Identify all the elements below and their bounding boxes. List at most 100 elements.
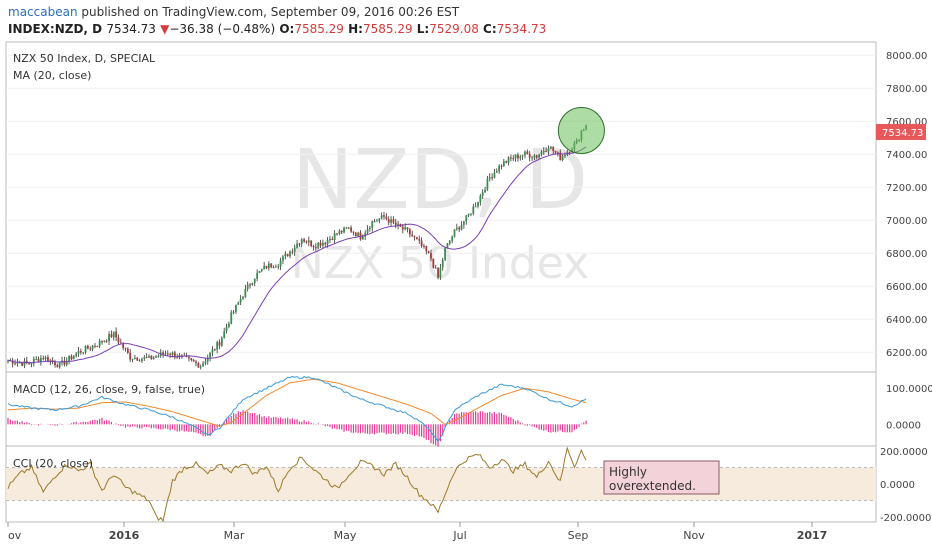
candle-body: [108, 334, 110, 342]
price-tick-label: 6400.00: [886, 315, 927, 326]
candle-body: [143, 357, 146, 359]
candle-body: [230, 312, 233, 324]
candle-body: [169, 353, 172, 355]
candle-body: [119, 342, 122, 344]
candle-body: [244, 288, 247, 297]
price-pane-title: NZX 50 Index, D, SPECIAL: [13, 52, 156, 65]
candle-body: [91, 345, 94, 349]
candle-body: [75, 353, 78, 357]
candle-body: [406, 227, 409, 230]
candle-body: [190, 358, 193, 360]
candle-body: [110, 334, 113, 338]
candle-body: [173, 352, 176, 358]
candle-body: [427, 251, 430, 254]
candle-body: [549, 146, 552, 149]
candle-body: [202, 363, 204, 367]
candle-body: [502, 161, 505, 166]
chart-area[interactable]: NZD, D NZX 50 Index 8000.00 7800.00 7600.0…: [0, 40, 932, 550]
candle-body: [361, 236, 364, 240]
candle-body: [357, 232, 360, 237]
annotation-box[interactable]: [603, 460, 720, 495]
candle-body: [385, 216, 388, 220]
candle-body: [484, 189, 486, 193]
candle-body: [446, 243, 449, 249]
signal-line: [7, 378, 587, 427]
candle-body: [538, 154, 540, 158]
candle-body: [192, 359, 195, 362]
candle-body: [213, 349, 216, 351]
candle-body: [103, 340, 106, 343]
candle-body: [188, 356, 190, 359]
candle-body: [531, 157, 533, 159]
candle-body: [347, 227, 350, 229]
candle-body: [314, 247, 317, 249]
candle-body: [87, 345, 89, 349]
down-arrow-icon: ▼: [160, 22, 170, 36]
candle-body: [500, 165, 503, 167]
candle-body: [267, 263, 270, 269]
candle-body: [72, 356, 75, 360]
candle-body: [77, 351, 80, 354]
open-label: O:: [279, 22, 295, 36]
candle-body: [223, 331, 226, 338]
candle-body: [155, 356, 157, 358]
candle-body: [413, 236, 416, 238]
candle-body: [260, 269, 263, 272]
price-tick-label: 6200.00: [886, 348, 927, 359]
candle-body: [390, 219, 392, 223]
last-price-tag-text: 7534.73: [882, 128, 923, 139]
candle-body: [493, 172, 496, 178]
candle-body: [458, 227, 461, 230]
author-link[interactable]: maccabean: [8, 5, 78, 19]
candle-body: [47, 357, 49, 362]
symbol-label: INDEX:NZD, D: [8, 22, 103, 36]
candle-body: [418, 239, 421, 241]
annotation-text: Highly overextended.: [609, 465, 696, 493]
candle-body: [437, 268, 439, 278]
candle-body: [79, 351, 82, 353]
candle-body: [204, 361, 207, 364]
candle-body: [554, 150, 557, 153]
candle-body: [472, 206, 475, 214]
candle-body: [152, 357, 155, 360]
candle-body: [256, 272, 258, 279]
candle-body: [98, 340, 101, 347]
candle-body: [68, 355, 70, 361]
x-tick-label: Nov: [683, 529, 705, 542]
candle-body: [564, 154, 566, 156]
candle-body: [181, 355, 183, 357]
cci-tick-label: -200.0000: [880, 513, 931, 524]
candle-body: [44, 357, 47, 359]
cci-band: [6, 467, 876, 501]
candle-body: [486, 178, 489, 190]
candle-body: [141, 358, 143, 361]
candle-body: [293, 247, 296, 252]
price-pane[interactable]: [5, 41, 877, 373]
candle-body: [340, 230, 343, 233]
publish-text: published on TradingView.com, September …: [77, 5, 460, 19]
candle-body: [394, 222, 397, 226]
candle-body: [317, 242, 320, 248]
candle-body: [542, 151, 545, 153]
high-label: H:: [348, 22, 363, 36]
candle-body: [397, 223, 399, 226]
candle-body: [465, 215, 468, 222]
candle-body: [373, 221, 376, 223]
candle-body: [101, 340, 103, 343]
candle-body: [265, 265, 268, 269]
candle-body: [58, 362, 61, 368]
candle-body: [89, 348, 92, 350]
candle-body: [352, 231, 355, 233]
candle-body: [559, 152, 562, 161]
candle-body: [524, 151, 526, 156]
last-price: 7534.73: [106, 22, 156, 36]
candle-body: [286, 253, 289, 257]
candle-body: [32, 359, 35, 364]
high-value: 7585.29: [362, 22, 413, 36]
quote-line: INDEX:NZD, D 7534.73 ▼−36.38 (−0.48%) O:…: [8, 22, 546, 36]
candle-body: [246, 284, 249, 289]
candle-body: [425, 246, 428, 252]
candle-body: [253, 278, 256, 284]
cci-line: [7, 446, 587, 523]
candle-body: [387, 219, 390, 223]
